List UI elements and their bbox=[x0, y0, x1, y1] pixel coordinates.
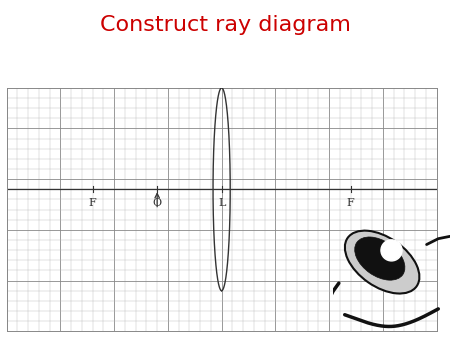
Ellipse shape bbox=[355, 237, 405, 280]
Text: F: F bbox=[89, 198, 97, 209]
Ellipse shape bbox=[345, 231, 419, 293]
Text: F: F bbox=[346, 198, 355, 209]
Text: Construct ray diagram: Construct ray diagram bbox=[99, 15, 351, 35]
Text: O: O bbox=[153, 198, 162, 209]
Text: L: L bbox=[218, 198, 225, 209]
Circle shape bbox=[381, 240, 402, 261]
